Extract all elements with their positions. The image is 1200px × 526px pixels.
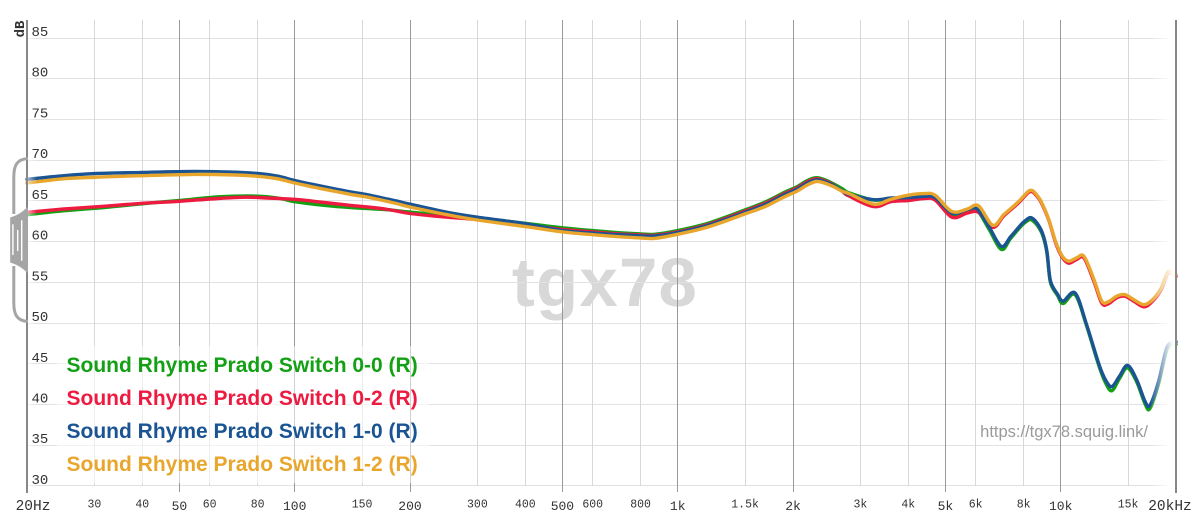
svg-text:70: 70 xyxy=(32,147,49,163)
svg-text:1k: 1k xyxy=(670,499,686,514)
svg-text:50: 50 xyxy=(32,310,49,326)
svg-text:Sound Rhyme Prado Switch 0-2 (: Sound Rhyme Prado Switch 0-2 (R) xyxy=(67,387,418,410)
svg-text:2k: 2k xyxy=(785,499,801,514)
svg-text:85: 85 xyxy=(32,25,49,41)
svg-text:Sound Rhyme Prado Switch 1-2 (: Sound Rhyme Prado Switch 1-2 (R) xyxy=(67,453,418,476)
svg-text:15k: 15k xyxy=(1118,499,1139,512)
svg-text:500: 500 xyxy=(551,499,574,514)
svg-text:1.5k: 1.5k xyxy=(731,499,759,512)
svg-text:80: 80 xyxy=(251,499,265,512)
svg-text:45: 45 xyxy=(32,351,49,367)
svg-text:20Hz: 20Hz xyxy=(16,499,51,515)
svg-text:150: 150 xyxy=(352,499,373,512)
svg-text:80: 80 xyxy=(32,66,49,82)
svg-text:75: 75 xyxy=(32,106,49,122)
svg-text:65: 65 xyxy=(32,188,49,204)
svg-text:35: 35 xyxy=(32,432,49,448)
svg-text:800: 800 xyxy=(630,499,651,512)
svg-text:5k: 5k xyxy=(938,499,954,514)
svg-text:3k: 3k xyxy=(853,499,867,512)
svg-text:200: 200 xyxy=(398,499,421,514)
svg-text:100: 100 xyxy=(283,499,306,514)
svg-text:10k: 10k xyxy=(1049,499,1073,514)
svg-text:4k: 4k xyxy=(901,499,915,512)
svg-text:400: 400 xyxy=(515,499,536,512)
svg-text:20kHz: 20kHz xyxy=(1148,499,1192,515)
svg-text:40: 40 xyxy=(135,499,149,512)
svg-text:600: 600 xyxy=(582,499,603,512)
svg-text:55: 55 xyxy=(32,269,49,285)
svg-text:300: 300 xyxy=(467,499,488,512)
svg-text:8k: 8k xyxy=(1017,499,1031,512)
svg-text:60: 60 xyxy=(32,229,49,245)
svg-text:50: 50 xyxy=(172,499,188,514)
svg-text:dB: dB xyxy=(13,20,29,37)
svg-text:Sound Rhyme Prado Switch 1-0 (: Sound Rhyme Prado Switch 1-0 (R) xyxy=(67,420,418,443)
svg-text:30: 30 xyxy=(87,499,101,512)
svg-text:40: 40 xyxy=(32,392,49,408)
svg-text:6k: 6k xyxy=(969,499,983,512)
svg-text:Sound Rhyme Prado Switch 0-0 (: Sound Rhyme Prado Switch 0-0 (R) xyxy=(67,354,418,377)
svg-text:https://tgx78.squig.link/: https://tgx78.squig.link/ xyxy=(980,423,1148,441)
svg-text:60: 60 xyxy=(203,499,217,512)
svg-text:30: 30 xyxy=(32,473,49,489)
